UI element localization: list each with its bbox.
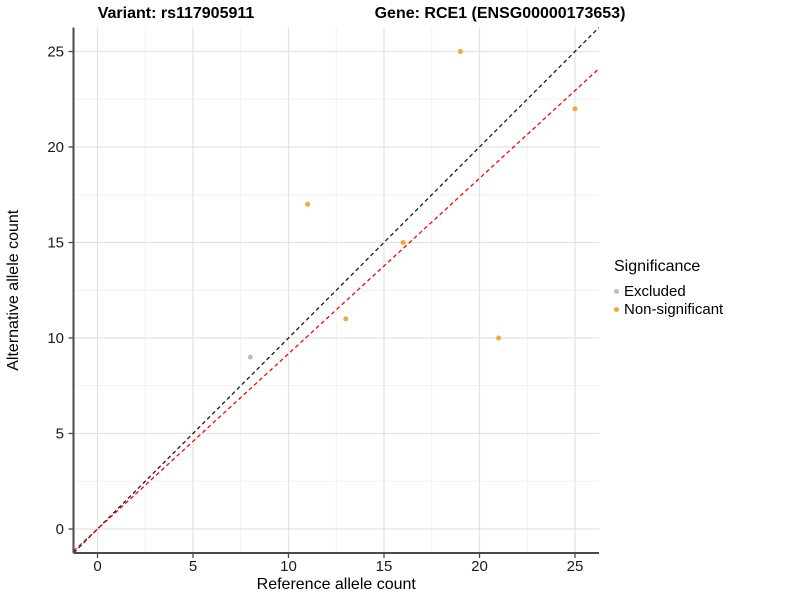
legend-item-excluded: Excluded — [614, 282, 723, 300]
excluded-dot-icon — [614, 288, 619, 294]
plot-title-variant: Variant: rs117905911 — [97, 5, 255, 22]
data-point-non-significant — [305, 201, 311, 207]
reference-lines — [73, 27, 599, 553]
data-point-non-significant — [457, 49, 463, 54]
data-point-excluded — [247, 354, 253, 360]
plot-title-gene: Gene: RCE1 (ENSG00000173653) — [374, 5, 626, 22]
y-tick-label: 25 — [47, 44, 64, 61]
x-tick-label: 10 — [280, 558, 297, 575]
x-tick-label: 20 — [471, 558, 488, 575]
data-point-non-significant — [496, 335, 502, 341]
identity-line — [73, 27, 599, 553]
y-tick-label: 15 — [47, 235, 64, 252]
x-tick-label: 25 — [567, 558, 584, 575]
data-point-non-significant — [343, 316, 349, 322]
x-tick-label: 15 — [376, 558, 393, 575]
data-point-non-significant — [400, 240, 406, 245]
legend-item-label: Non-significant — [624, 300, 724, 318]
y-tick-label: 20 — [47, 139, 64, 156]
legend-title: Significance — [614, 258, 701, 275]
y-tick-label: 10 — [47, 330, 64, 347]
x-tick-label: 0 — [93, 558, 101, 575]
y-axis-title: Alternative allele count — [5, 209, 22, 371]
y-tick-label: 0 — [56, 521, 64, 538]
legend-item-non-significant: Non-significant — [614, 300, 723, 318]
data-point-non-significant — [572, 106, 578, 112]
x-axis-title: Reference allele count — [257, 576, 417, 593]
y-tick-label: 5 — [56, 426, 64, 443]
legend: Significance Excluded Non-significant — [614, 258, 723, 318]
x-tick-label: 5 — [189, 558, 197, 575]
non-significant-dot-icon — [614, 306, 619, 312]
legend-item-label: Excluded — [624, 282, 686, 300]
